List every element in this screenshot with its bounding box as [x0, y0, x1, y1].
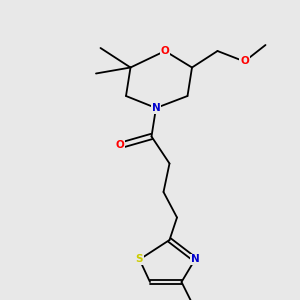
Text: O: O — [116, 140, 124, 151]
Text: N: N — [190, 254, 200, 265]
Text: N: N — [152, 103, 160, 113]
Text: S: S — [136, 254, 143, 265]
Text: O: O — [160, 46, 169, 56]
Text: O: O — [240, 56, 249, 67]
